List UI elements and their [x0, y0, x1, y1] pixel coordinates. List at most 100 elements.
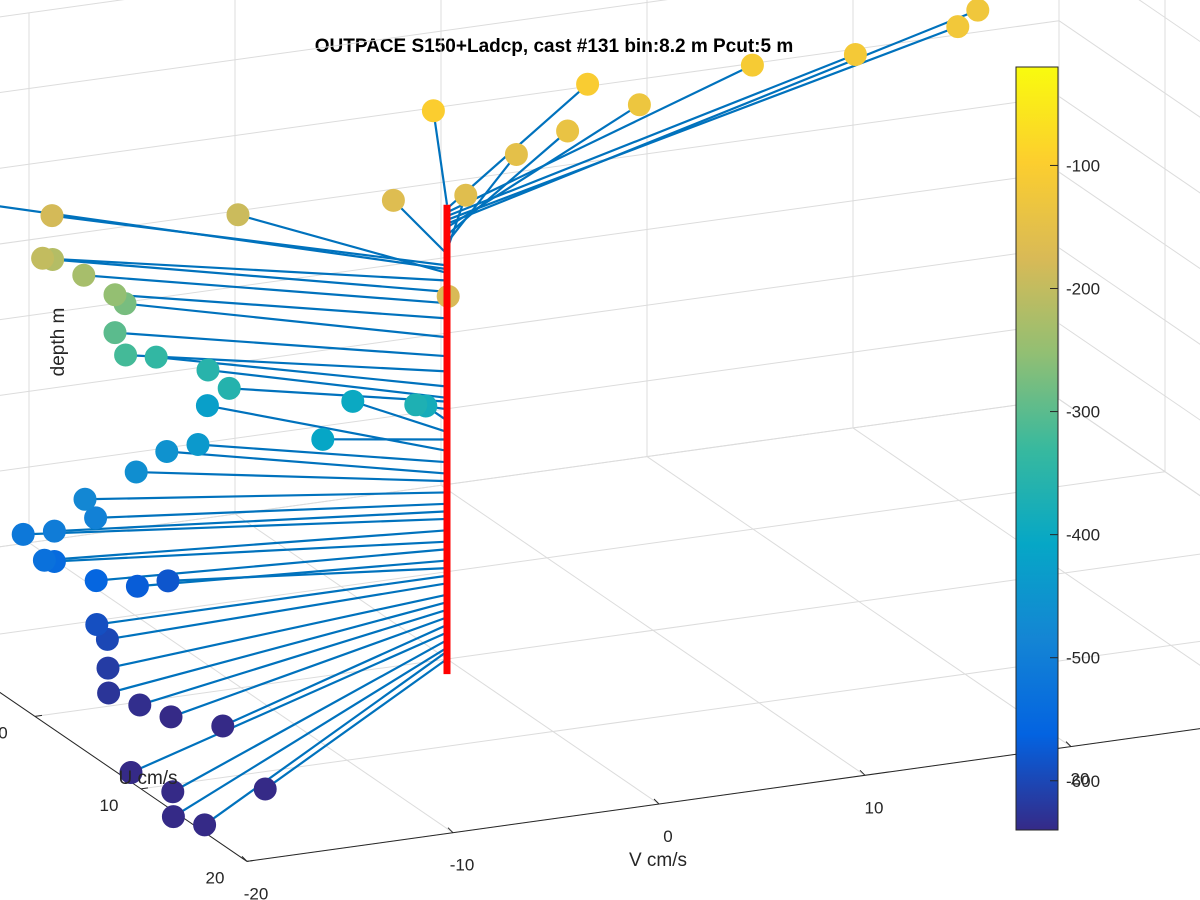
data-point: [72, 263, 96, 287]
colorbar-tick-label: -100: [1066, 156, 1100, 175]
data-point: [11, 522, 35, 546]
data-point: [84, 506, 108, 530]
velocity-vector: [446, 53, 856, 218]
x-tick-label: -20: [244, 884, 269, 900]
x-tick-label: 10: [865, 798, 884, 817]
velocity-vector: [167, 567, 448, 582]
data-point: [740, 53, 764, 77]
colorbar-tick-label: -300: [1066, 403, 1100, 422]
velocity-vector: [42, 257, 448, 282]
velocity-vector: [136, 470, 448, 483]
velocity-vector: [139, 608, 448, 707]
data-point: [843, 43, 867, 67]
velocity-vector: [222, 623, 448, 727]
data-point: [161, 805, 185, 829]
colorbar: [1015, 66, 1059, 831]
velocity-vector: [446, 64, 753, 214]
velocity-vector: [23, 517, 448, 536]
data-point: [42, 519, 66, 543]
data-point: [421, 99, 445, 123]
velocity-vector: [172, 639, 448, 793]
x-tick: [859, 769, 866, 776]
data-point: [454, 183, 478, 207]
velocity-vector: [207, 368, 448, 399]
velocity-vector: [446, 153, 518, 244]
y-tick: [34, 714, 43, 717]
data-layer: [0, 0, 990, 837]
velocity-vector: [107, 593, 448, 670]
velocity-points: [11, 0, 990, 837]
x-tick-label: -10: [450, 856, 475, 875]
colorbar-ticks: -100 -200 -300 -400 -500 -600: [1050, 156, 1100, 791]
velocity-vector: [137, 559, 448, 588]
velocity-vector: [197, 443, 448, 464]
velocity-vector: [264, 658, 448, 790]
y-axis-label: U cm/s: [118, 768, 177, 789]
data-point: [125, 574, 149, 598]
velocity-vector: [95, 502, 448, 519]
data-point: [966, 0, 990, 22]
velocity-vector: [84, 491, 448, 501]
colorbar-tick-label: -400: [1066, 526, 1100, 545]
data-point: [211, 714, 235, 738]
data-point: [341, 389, 365, 413]
axis-ticks: 0-100-200-300-400-500-600-700-20-1001020…: [0, 714, 1090, 900]
data-point: [159, 705, 183, 729]
grid-line: [0, 247, 1060, 396]
grid-line: [1058, 323, 1200, 421]
velocity-vector: [114, 293, 448, 320]
data-point: [40, 204, 64, 228]
data-point: [85, 613, 109, 637]
data-point: [576, 72, 600, 96]
velocity-vector: [44, 529, 448, 562]
grid-line: [0, 171, 1060, 321]
data-point: [103, 283, 127, 307]
grid-line: [1058, 171, 1200, 270]
data-point: [114, 343, 138, 367]
grid-line: [0, 471, 1166, 635]
grid-line: [1058, 95, 1200, 194]
velocity-vector: [352, 400, 448, 433]
x-tick: [653, 798, 660, 805]
grid-line: [0, 0, 125, 18]
velocity-vector: [203, 650, 448, 826]
grid-line: [0, 0, 668, 94]
data-point: [128, 693, 152, 717]
x-tick: [1065, 741, 1072, 747]
velocity-vector: [446, 25, 959, 221]
velocity-vector: [172, 646, 448, 818]
data-point: [404, 393, 428, 417]
y-tick-label: 20: [206, 868, 225, 887]
data-point: [124, 460, 148, 484]
data-point: [103, 321, 127, 345]
velocity-vector: [114, 331, 448, 358]
data-point: [96, 656, 120, 680]
data-point: [186, 433, 210, 457]
data-point: [946, 15, 970, 39]
data-point: [253, 777, 277, 801]
colorbar-tick-label: -200: [1066, 280, 1100, 299]
velocity-vector: [54, 510, 448, 533]
x-tick-label: 20: [1071, 770, 1090, 789]
velocity-vector: [83, 274, 448, 305]
data-point: [73, 487, 97, 511]
velocity-vector: [52, 258, 448, 293]
velocity-vector: [130, 631, 448, 774]
data-point: [155, 439, 179, 463]
velocity-vector: [166, 450, 448, 475]
data-point: [627, 93, 651, 117]
velocity-vector: [392, 199, 448, 255]
data-point: [311, 427, 335, 451]
data-point: [161, 780, 185, 804]
grid-line: [0, 95, 1060, 245]
data-point: [196, 358, 220, 382]
x-tick-label: 0: [663, 827, 672, 846]
velocity-vector: [107, 582, 448, 641]
velocity-vector: [0, 205, 448, 271]
data-point: [195, 394, 219, 418]
y-tick-label: 0: [0, 723, 8, 742]
y-tick: [246, 859, 255, 862]
grid-line: [34, 553, 1200, 717]
data-point: [217, 376, 241, 400]
